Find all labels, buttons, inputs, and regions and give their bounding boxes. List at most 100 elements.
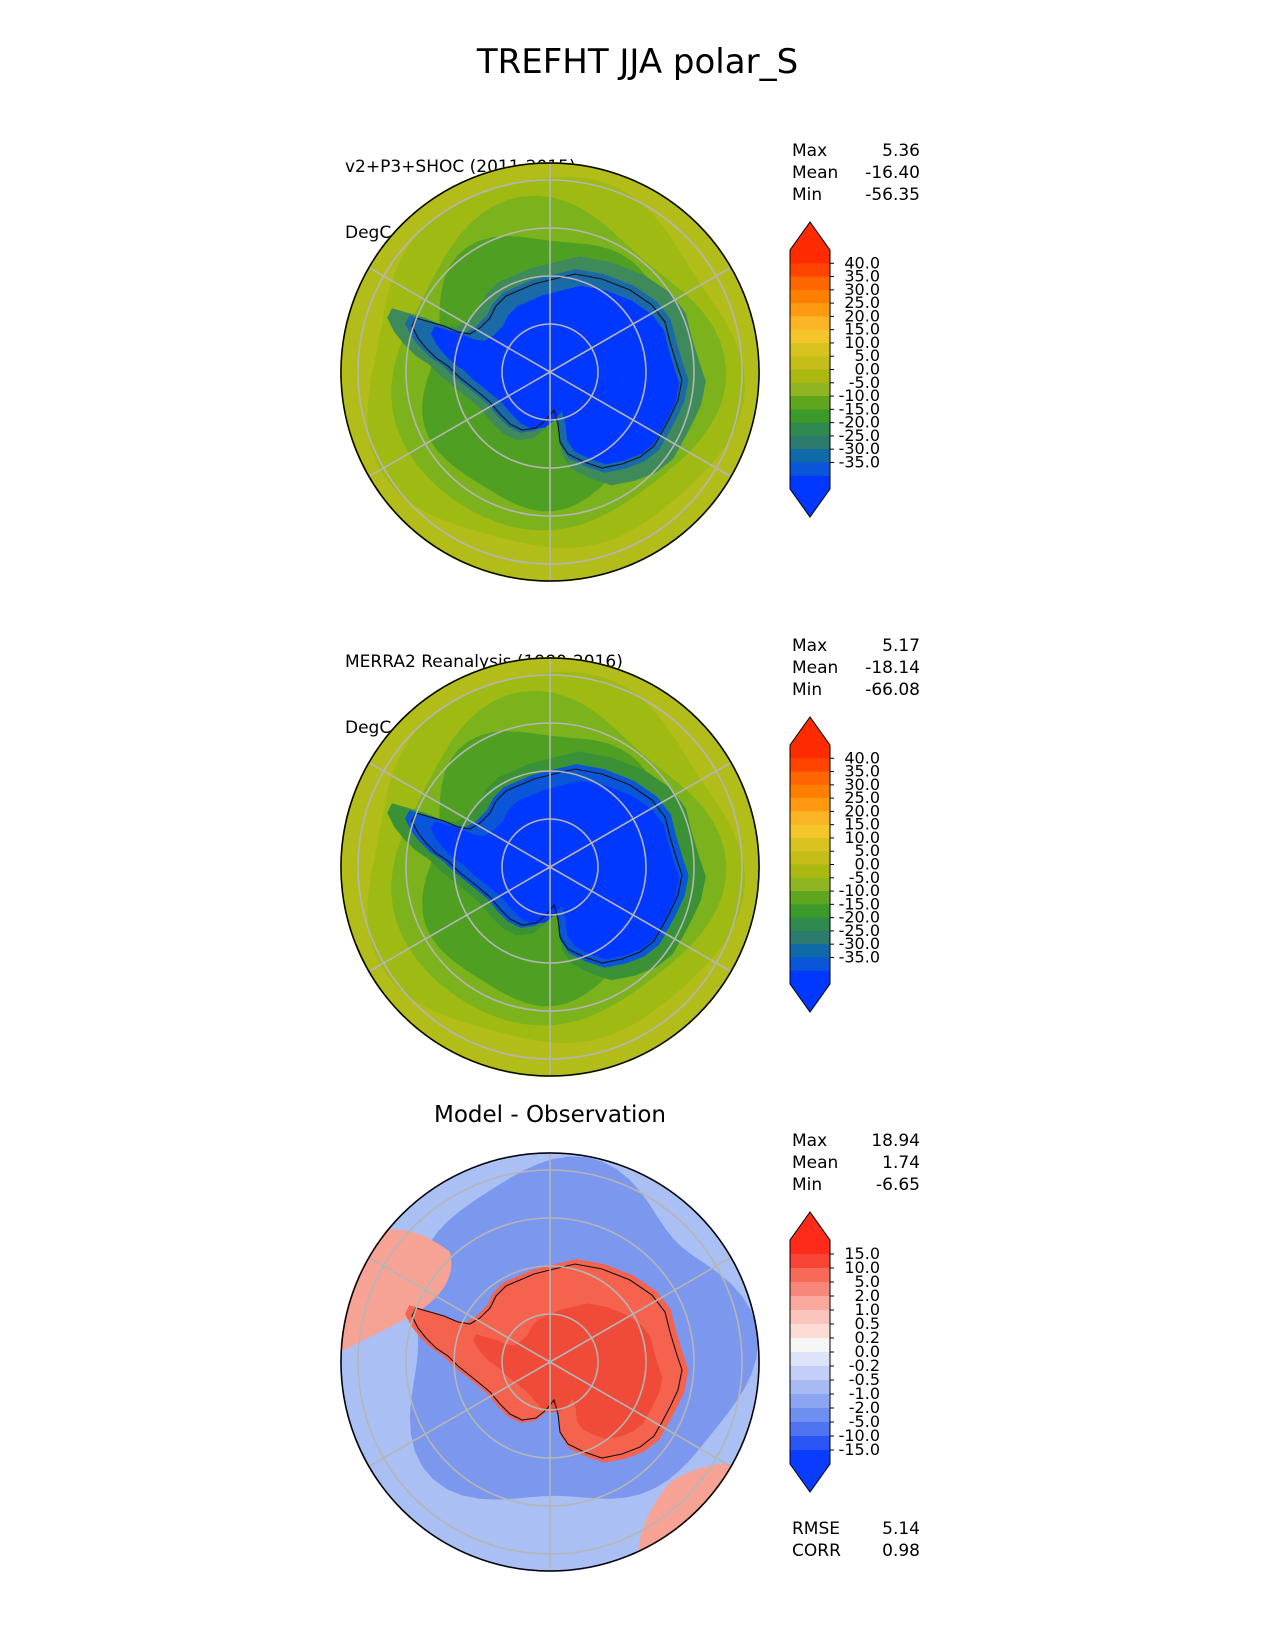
colorbar-band: [790, 396, 830, 410]
colorbar-band: [790, 475, 830, 490]
meridian-line: [549, 1256, 733, 1363]
colorbar-band: [790, 1240, 830, 1255]
colorbar-tick-label: 30.0: [844, 775, 880, 794]
colorbar-extend-under: [790, 489, 830, 517]
colorbar-tick-label: -0.2: [849, 1356, 880, 1375]
colorbar-band: [790, 784, 830, 799]
colorbar-extend-over: [790, 222, 830, 250]
colorbar-extend-over: [790, 717, 830, 745]
colorbar-band: [790, 1436, 830, 1451]
meridian-line: [367, 1361, 551, 1468]
colorbar-band: [790, 1380, 830, 1395]
colorbar-tick-label: -20.0: [839, 908, 880, 927]
colorbar-tick-label: -20.0: [839, 413, 880, 432]
colorbar-band: [790, 1310, 830, 1325]
polar-map-difference: [340, 1152, 760, 1572]
meridian-line: [367, 866, 551, 973]
stat-max-label: Max: [792, 636, 828, 656]
colorbar-band: [790, 811, 830, 826]
colorbar-tick-label: 0.0: [855, 1342, 880, 1361]
figure-title: TREFHT JJA polar_S: [476, 42, 799, 82]
colorbar-outline: [789, 221, 831, 518]
stat-max-label: Max: [792, 1131, 828, 1151]
colorbar-tick-label: 25.0: [844, 293, 880, 312]
metric-corr-label: CORR: [792, 1541, 841, 1561]
colorbar-band: [790, 1338, 830, 1353]
colorbar-band: [790, 422, 830, 437]
colorbar-band: [790, 409, 830, 424]
colorbar-tick-label: 35.0: [844, 267, 880, 286]
colorbar-band: [790, 917, 830, 932]
panel-difference-metrics: RMSE 5.14 CORR 0.98: [792, 1518, 920, 1562]
stat-mean-value: -18.14: [865, 658, 920, 678]
meridian-line: [549, 866, 733, 973]
colorbar-tick-label: -35.0: [839, 452, 880, 471]
colorbar-tick-label: 2.0: [855, 1286, 880, 1305]
colorbar-tick-label: -0.5: [849, 1370, 880, 1389]
colorbar-tick-label: 1.0: [855, 1300, 880, 1319]
colorbar-band: [790, 369, 830, 384]
colorbar-band: [790, 1422, 830, 1437]
map-field: [340, 162, 760, 582]
graticule: [357, 657, 743, 1077]
colorbar-band: [790, 1352, 830, 1367]
colorbar-tick-label: -2.0: [849, 1398, 880, 1417]
colorbar-band: [790, 864, 830, 879]
stat-mean-value: 1.74: [882, 1153, 920, 1173]
meridian-line: [367, 761, 551, 868]
metric-rmse-label: RMSE: [792, 1519, 841, 1539]
colorbar-band: [790, 824, 830, 839]
stat-min-value: -6.65: [876, 1175, 920, 1195]
meridian-line: [549, 266, 733, 373]
colorbar-band: [790, 462, 830, 477]
colorbar-band: [790, 435, 830, 450]
stat-max-value: 5.17: [882, 636, 920, 656]
colorbar-band: [790, 329, 830, 344]
panel-test-stats: Max 5.36 Mean -16.40 Min -56.35: [792, 140, 920, 206]
colorbar-band: [790, 263, 830, 278]
colorbar-tick-label: -30.0: [839, 439, 880, 458]
land-warm-core: [473, 1303, 663, 1440]
colorbar-band: [790, 1324, 830, 1339]
colorbar-extend-under: [790, 984, 830, 1012]
colorbar-tick-label: -5.0: [849, 1412, 880, 1431]
map-boundary: [340, 657, 760, 1077]
colorbar-tick-label: -30.0: [839, 934, 880, 953]
panel-reference-units: DegC: [345, 718, 392, 738]
meridian-line: [549, 371, 733, 478]
colorbar-band: [790, 944, 830, 958]
colorbar-tick-label: -5.0: [849, 868, 880, 887]
colorbar-tick-label: 0.2: [855, 1328, 880, 1347]
polar-map-test: [340, 162, 760, 582]
colorbar-tick-label: 40.0: [844, 748, 880, 767]
colorbar-tick-label: 30.0: [844, 280, 880, 299]
colorbar-tick-label: -5.0: [849, 373, 880, 392]
colorbar-tick-label: -25.0: [839, 921, 880, 940]
colorbar-band: [790, 342, 830, 357]
stat-max-value: 18.94: [871, 1131, 920, 1151]
stat-max-label: Max: [792, 141, 828, 161]
colorbar-reference: 40.035.030.025.020.015.010.05.00.0-5.0-1…: [789, 716, 880, 1013]
colorbar-band: [790, 449, 830, 463]
colorbar-band: [790, 382, 830, 397]
map-boundary: [340, 1152, 760, 1572]
colorbar-band: [790, 1254, 830, 1269]
colorbar-tick-label: -35.0: [839, 947, 880, 966]
colorbar-band: [790, 1296, 830, 1311]
metric-corr-value: 0.98: [882, 1541, 920, 1561]
meridian-line: [367, 1256, 551, 1363]
panel-test-units: DegC: [345, 223, 392, 243]
panel-reference: MERRA2 Reanalysis (1980-2016) DegC Max 5.…: [0, 607, 1275, 1077]
colorbar-band: [790, 1366, 830, 1381]
colorbar-band: [790, 1408, 830, 1423]
colorbar-tick-label: 10.0: [844, 333, 880, 352]
stat-min-label: Min: [792, 680, 823, 700]
colorbar-tick-label: 0.0: [855, 855, 880, 874]
colorbar-band: [790, 758, 830, 773]
stat-min-value: -66.08: [865, 680, 920, 700]
colorbar-band: [790, 891, 830, 905]
meridian-line: [367, 266, 551, 373]
colorbar-outline: [789, 1211, 831, 1493]
colorbar-tick-label: 25.0: [844, 788, 880, 807]
colorbar-band: [790, 1282, 830, 1297]
